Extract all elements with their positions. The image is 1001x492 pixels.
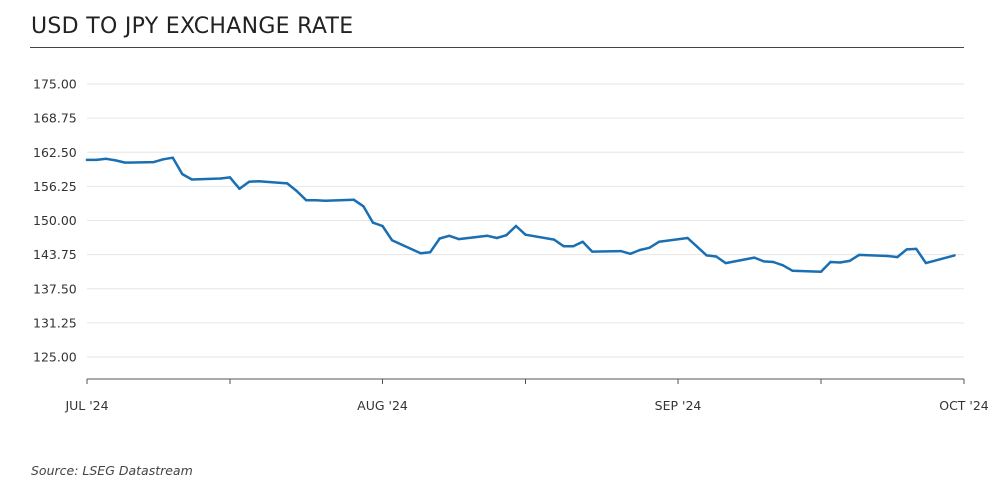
y-tick-label: 150.00	[33, 213, 77, 228]
data-point	[581, 240, 584, 243]
data-point	[724, 261, 727, 265]
data-point	[362, 205, 365, 208]
source-note: Source: LSEG Datastream	[31, 463, 193, 478]
data-point	[247, 180, 251, 183]
data-point	[181, 172, 184, 176]
x-axis	[86, 378, 965, 384]
data-point	[95, 158, 98, 162]
y-tick-label: 168.75	[33, 111, 77, 126]
data-point	[286, 182, 289, 185]
data-point	[123, 161, 127, 164]
data-point	[429, 251, 432, 254]
data-point	[390, 239, 394, 242]
series-group	[85, 156, 956, 274]
series-line	[85, 156, 956, 274]
data-point	[295, 189, 298, 193]
data-point	[238, 187, 241, 190]
data-point	[838, 261, 842, 264]
data-point	[152, 160, 155, 164]
grid-lines	[87, 83, 964, 358]
data-point	[848, 259, 851, 263]
chart-title: USD TO JPY EXCHANGE RATE	[31, 14, 354, 39]
data-point	[886, 254, 889, 258]
data-point	[562, 245, 565, 248]
data-point	[819, 270, 823, 273]
title-divider	[30, 47, 964, 48]
data-point	[781, 264, 785, 267]
data-point	[896, 255, 899, 259]
y-tick-label: 162.50	[33, 145, 77, 160]
data-point	[619, 249, 622, 253]
x-axis-ticks: JUL '24 AUG '24 SEP '24 OCT '24	[64, 398, 988, 413]
data-point	[648, 246, 651, 249]
data-point	[657, 240, 661, 243]
data-point	[591, 250, 594, 253]
data-point	[371, 221, 375, 224]
data-point	[381, 224, 384, 228]
data-point	[352, 198, 356, 201]
data-point	[171, 156, 174, 159]
data-point	[953, 254, 956, 257]
data-point	[857, 253, 861, 257]
data-point	[905, 248, 908, 251]
data-point	[324, 199, 327, 202]
data-point	[829, 260, 832, 264]
data-point	[772, 260, 775, 264]
data-point	[190, 178, 194, 181]
y-tick-label: 156.25	[33, 179, 77, 194]
y-tick-label: 131.25	[33, 315, 77, 330]
data-point	[457, 237, 460, 241]
data-point	[104, 157, 108, 160]
data-point	[924, 261, 928, 265]
data-point	[257, 180, 260, 183]
data-point	[686, 236, 689, 240]
data-point	[162, 158, 165, 161]
data-point	[228, 176, 232, 179]
data-point	[514, 224, 518, 228]
x-tick-label: JUL '24	[64, 398, 108, 413]
data-point	[791, 269, 794, 272]
data-point	[552, 238, 556, 241]
data-point	[915, 247, 918, 251]
data-point	[419, 252, 422, 255]
data-point	[448, 234, 451, 237]
data-point	[486, 234, 489, 237]
data-point	[629, 252, 632, 255]
y-axis-ticks: 175.00 168.75 162.50 156.25 150.00 143.75 137.…	[33, 77, 77, 365]
data-point	[314, 199, 317, 202]
data-point	[705, 254, 708, 257]
y-tick-label: 143.75	[33, 247, 77, 262]
data-point	[438, 237, 441, 240]
data-point	[695, 245, 699, 248]
data-point	[85, 158, 89, 162]
data-point	[114, 159, 117, 162]
data-point	[495, 236, 499, 240]
data-point	[753, 256, 756, 259]
x-tick-label: SEP '24	[655, 398, 702, 413]
data-point	[524, 233, 527, 236]
data-point	[715, 255, 718, 258]
x-tick-label: AUG '24	[357, 398, 408, 413]
data-point	[638, 248, 642, 252]
data-point	[572, 245, 575, 248]
y-tick-label: 125.00	[33, 350, 77, 365]
data-point	[505, 234, 508, 237]
data-point	[219, 177, 222, 180]
y-tick-label: 137.50	[33, 281, 77, 296]
data-point	[305, 199, 308, 202]
y-tick-label: 175.00	[33, 77, 77, 92]
data-point	[762, 260, 765, 263]
x-tick-label: OCT '24	[939, 398, 989, 413]
